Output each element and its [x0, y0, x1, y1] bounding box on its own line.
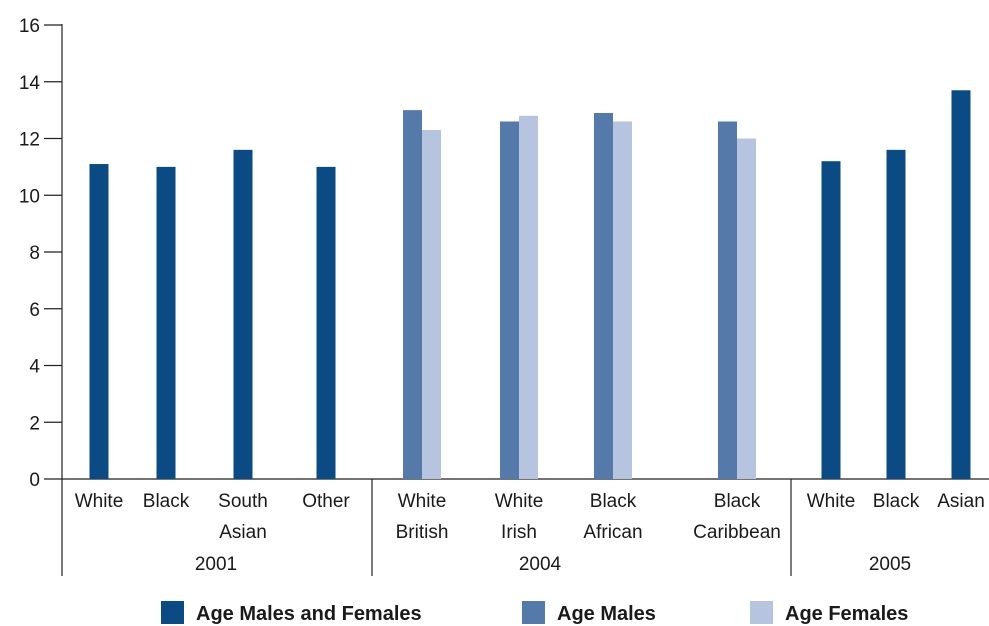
bar-females — [613, 121, 632, 479]
bar-both — [821, 161, 841, 479]
category-label: White — [398, 491, 447, 512]
y-tick-label: 8 — [29, 243, 40, 264]
bar-males — [403, 110, 422, 479]
category-label: Caribbean — [693, 522, 781, 543]
category-label: Asian — [219, 522, 267, 543]
category-labels: White Black South Asian Other 2001 White Britis… — [75, 491, 985, 575]
category-label: Asian — [937, 491, 985, 512]
category-label: Black — [873, 491, 920, 512]
legend-swatch — [522, 601, 545, 624]
bar-males — [718, 121, 737, 479]
bar-both — [886, 149, 906, 479]
y-tick-label: 12 — [19, 130, 40, 151]
legend-label: Age Females — [785, 603, 908, 625]
bar-females — [737, 138, 756, 479]
group-label: 2005 — [869, 554, 911, 575]
legend-swatch — [750, 601, 773, 624]
legend: Age Males and Females Age Males Age Female… — [161, 601, 908, 625]
bar-males — [594, 112, 613, 480]
y-tick-label: 10 — [19, 186, 40, 207]
bar-both — [156, 166, 176, 479]
bar-both — [316, 166, 336, 479]
bars — [89, 90, 971, 480]
category-label: Black — [590, 491, 637, 512]
category-label: Irish — [501, 522, 537, 543]
bar-females — [422, 129, 441, 480]
y-tick-label: 4 — [29, 357, 40, 378]
category-label: South — [218, 491, 268, 512]
category-label: African — [583, 522, 642, 543]
bar-both — [89, 164, 109, 479]
category-label: White — [495, 491, 544, 512]
y-tick-label: 2 — [29, 413, 40, 434]
category-label: Black — [143, 491, 190, 512]
group-label: 2004 — [519, 554, 562, 575]
y-tick-label: 0 — [29, 470, 40, 491]
category-label: White — [75, 491, 124, 512]
bar-females — [519, 115, 538, 480]
legend-label: Age Males and Females — [196, 603, 422, 625]
y-tick-label: 14 — [19, 73, 41, 94]
y-tick-label: 16 — [19, 16, 40, 37]
legend-swatch — [161, 601, 184, 624]
bar-males — [500, 121, 519, 479]
legend-label: Age Males — [557, 603, 656, 625]
category-label: Other — [302, 491, 350, 512]
group-label: 2001 — [195, 554, 237, 575]
axes: 0 2 4 6 8 10 12 14 16 — [19, 16, 989, 576]
y-tick-label: 6 — [29, 300, 40, 321]
bar-both — [951, 90, 971, 479]
category-label: British — [396, 522, 449, 543]
category-label: White — [807, 491, 856, 512]
bar-both — [233, 149, 253, 479]
category-label: Black — [714, 491, 761, 512]
